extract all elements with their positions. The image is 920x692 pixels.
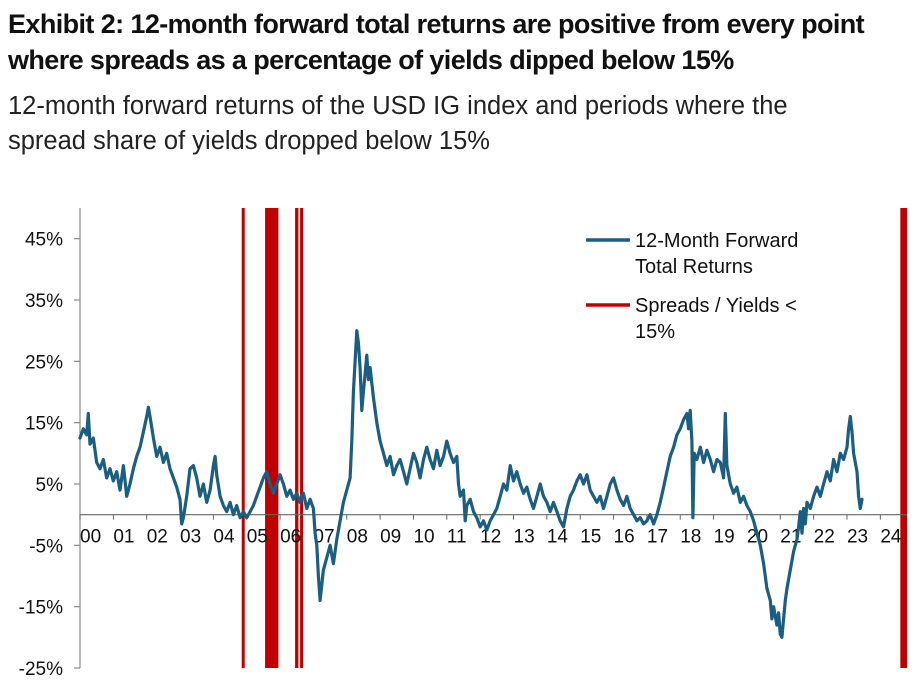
x-tick-label: 01 [113,527,134,548]
x-tick-label: 23 [847,527,868,548]
x-tick-label: 12 [480,527,501,548]
y-tick-label: 25% [25,352,63,373]
legend-returns-label-line1: 12-Month Forward [635,230,798,252]
x-tick-label: 11 [447,527,467,548]
x-tick-label: 00 [80,527,101,548]
y-tick-label: 35% [25,291,63,312]
x-tick-label: 02 [147,527,168,548]
legend-spreads-label-line1: Spreads / Yields < [635,295,797,317]
chart: 45% 35% 25% 15% 5% -5% -15% -25% 00 01 02 03 04 05 06… [19,208,907,680]
x-tick-label: 14 [547,527,569,548]
legend-spreads-label-line2: 15% [635,321,675,343]
y-tick-label: -15% [19,598,63,619]
spread-period-bar-2 [295,208,299,668]
x-tick-label: 04 [213,527,235,548]
x-tick-label: 08 [347,527,368,548]
x-tick-label: 17 [647,527,668,548]
x-tick-label: 13 [514,527,535,548]
x-tick-label: 18 [680,527,701,548]
spread-period-bar-3 [300,208,304,668]
spread-period-bar-1 [265,208,279,668]
x-tick-label: 24 [880,527,902,548]
x-tick-label: 10 [413,527,434,548]
x-tick-label: 05 [247,527,268,548]
spread-period-bar-0 [241,208,245,668]
x-tick-label: 03 [180,527,201,548]
spread-period-bar-4 [900,208,907,668]
x-tick-label: 07 [313,527,334,548]
x-tick-label: 09 [380,527,401,548]
x-tick-label: 15 [580,527,601,548]
x-tick-label: 06 [280,527,301,548]
legend: 12-Month Forward Total Returns Spreads /… [586,230,798,343]
chart-subtitle: 12-month forward returns of the USD IG i… [8,92,788,155]
y-tick-label: -25% [19,659,63,680]
y-tick-label: -5% [29,536,63,557]
y-tick-label: 45% [25,230,63,251]
x-tick-label: 19 [714,527,735,548]
exhibit-title: Exhibit 2: 12-month forward total return… [8,9,865,75]
x-tick-label: 22 [814,527,835,548]
returns-line [78,329,864,639]
y-tick-label: 5% [36,475,64,496]
x-tick-labels: 00 01 02 03 04 05 06 07 08 09 10 11 12 13 14 15 16 17 18 19… [80,527,902,548]
y-tick-label: 15% [25,414,63,435]
x-tick-label: 16 [614,527,635,548]
y-tick-labels: 45% 35% 25% 15% 5% -5% -15% -25% [19,230,63,680]
legend-returns-label-line2: Total Returns [635,256,753,278]
red-periods [241,208,907,668]
